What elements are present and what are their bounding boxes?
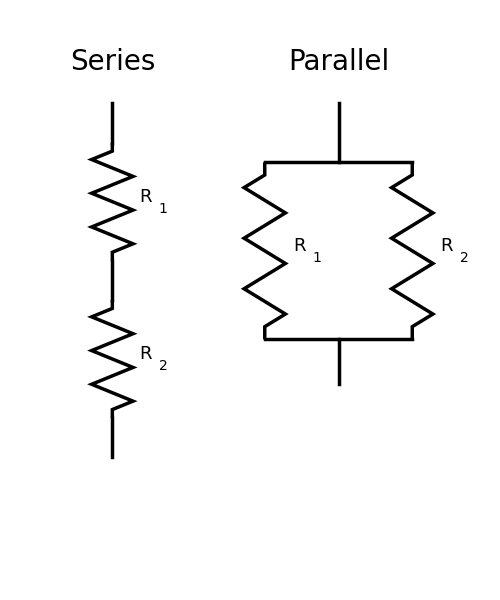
Text: 2: 2 [158,359,168,373]
Text: 2: 2 [460,251,468,265]
Text: R: R [139,345,151,363]
Text: R: R [440,237,453,255]
Text: R: R [139,188,151,206]
Text: Series: Series [70,48,155,76]
Text: R: R [293,237,306,255]
Text: 1: 1 [158,202,168,216]
Text: 1: 1 [312,251,322,265]
Text: Parallel: Parallel [288,48,389,76]
